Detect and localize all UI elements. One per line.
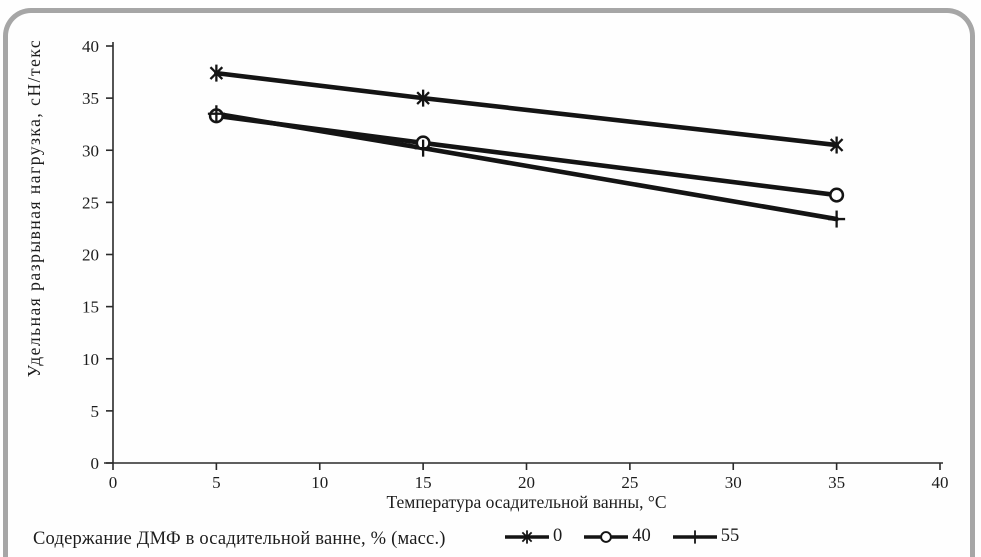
y-tick-label: 5 bbox=[91, 402, 100, 421]
series-lines bbox=[214, 70, 839, 222]
figure-frame bbox=[3, 8, 975, 557]
y-axis-label: Удельная разрывная нагрузка, сН/текс bbox=[24, 39, 44, 377]
legend-label: 0 bbox=[553, 526, 563, 546]
x-tick-label: 30 bbox=[725, 473, 742, 492]
y-tick-label: 40 bbox=[82, 37, 99, 56]
legend-marker-asterisk-icon bbox=[505, 529, 549, 544]
x-tick-label: 5 bbox=[212, 473, 221, 492]
series-markers-55 bbox=[207, 105, 846, 228]
legend-label: 40 bbox=[632, 526, 651, 546]
series-line-55 bbox=[214, 111, 839, 222]
legend-item-0: 0 bbox=[504, 526, 562, 547]
legend-marker-circle-icon bbox=[584, 530, 629, 543]
series-line-0 bbox=[214, 70, 839, 148]
y-tick-label: 25 bbox=[82, 193, 99, 212]
y-tick-label: 30 bbox=[82, 141, 99, 160]
legend-item-55: 55 bbox=[672, 526, 740, 547]
legend-marker-plus-icon bbox=[672, 529, 717, 544]
legend-item-40: 40 bbox=[583, 526, 651, 547]
x-tick-label: 0 bbox=[109, 473, 118, 492]
x-tick-label: 35 bbox=[828, 473, 845, 492]
chart-legend: 0 40 55 bbox=[504, 526, 739, 547]
tick-labels: 0 5 10 15 20 25 30 35 40 0 5 10 15 20 25 30 35 40 Температ… bbox=[24, 37, 949, 512]
x-tick-label: 20 bbox=[518, 473, 535, 492]
series-markers-0 bbox=[209, 64, 844, 154]
y-tick-label: 0 bbox=[91, 454, 100, 473]
legend-label: 55 bbox=[720, 526, 740, 546]
x-tick-label: 15 bbox=[415, 473, 432, 492]
y-tick-label: 10 bbox=[82, 350, 99, 369]
x-tick-label: 25 bbox=[621, 473, 638, 492]
y-tick-label: 35 bbox=[82, 89, 99, 108]
y-tick-label: 20 bbox=[82, 246, 99, 265]
axes bbox=[104, 42, 943, 470]
y-tick-label: 15 bbox=[82, 298, 99, 317]
x-tick-label: 40 bbox=[932, 473, 949, 492]
x-tick-label: 10 bbox=[311, 473, 328, 492]
caption-text: Содержание ДМФ в осадительной ванне, % (… bbox=[33, 529, 446, 549]
x-axis-label: Температура осадительной ванны, °С bbox=[386, 492, 666, 512]
